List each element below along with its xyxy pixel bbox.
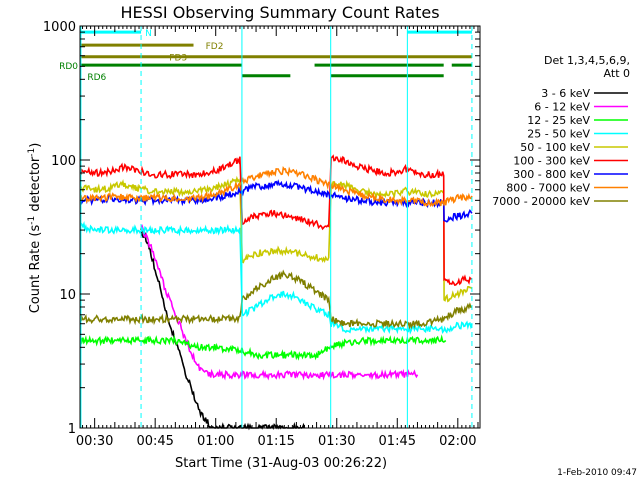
x-tick-label: 01:15: [257, 434, 294, 449]
legend-entry-label: 800 - 7000 keV: [506, 182, 590, 195]
flag-label: FD2: [206, 42, 224, 52]
axes-layer: 1 10 100 1000 00:30 00:45 01:00 01:15 01:30 01:45…: [43, 20, 480, 449]
x-tick-label: 01:00: [197, 434, 234, 449]
x-tick-label: 02:00: [439, 434, 476, 449]
x-tick-label: 01:30: [318, 434, 355, 449]
series-line: [80, 269, 472, 330]
y-tick-label: 1: [68, 422, 76, 437]
y-tick-label: 10: [59, 288, 76, 303]
legend-entry-label: 25 - 50 keV: [527, 128, 590, 141]
flag-label: N: [145, 29, 152, 39]
y-tick-label: 100: [51, 154, 76, 169]
legend-entry-label: 50 - 100 keV: [520, 141, 590, 154]
x-tick-label: 00:45: [136, 434, 173, 449]
x-tick-label: 01:45: [379, 434, 416, 449]
x-axis-label: Start Time (31-Aug-03 00:26:22): [175, 456, 387, 471]
legend-header-line-1: Det 1,3,4,5,6,9,: [544, 54, 630, 67]
legend-entry-label: 6 - 12 keV: [534, 101, 590, 114]
legend-entry-label: 100 - 300 keV: [513, 155, 590, 168]
flag-label: RD6: [87, 73, 106, 83]
legend-entry-label: 300 - 800 keV: [513, 168, 590, 181]
series-layer: [80, 154, 473, 431]
y-tick-label: 1000: [43, 20, 76, 35]
y-axis-label: Count Rate (s-1 detector-1): [27, 143, 43, 314]
flag-label: FD3: [169, 54, 187, 64]
legend-entry-label: 7000 - 20000 keV: [492, 195, 590, 208]
series-line: [80, 166, 473, 208]
legend-entry-label: 3 - 6 keV: [541, 87, 590, 100]
footer-date: 1-Feb-2010 09:47: [557, 468, 637, 478]
legend-entry-label: 12 - 25 keV: [527, 114, 590, 127]
x-tick-label: 00:30: [76, 434, 113, 449]
legend-header-line-2: Att 0: [604, 67, 630, 80]
boundary-layer: [80, 26, 473, 428]
flags-layer: N FD2 FD3 RD0 RD6: [59, 29, 472, 83]
chart-title: HESSI Observing Summary Count Rates: [120, 3, 439, 22]
flag-label: RD0: [59, 62, 78, 72]
series-line: [80, 221, 473, 335]
